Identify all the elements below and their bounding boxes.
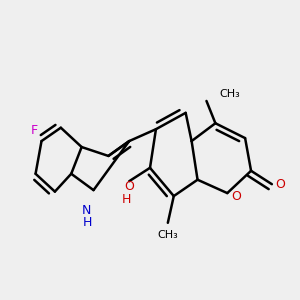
Text: O: O — [124, 180, 134, 193]
Text: O: O — [232, 190, 242, 202]
Text: F: F — [31, 124, 38, 136]
Text: H: H — [122, 193, 131, 206]
Text: N: N — [81, 203, 91, 217]
Text: O: O — [275, 178, 285, 191]
Text: CH₃: CH₃ — [158, 230, 178, 240]
Text: H: H — [83, 216, 92, 229]
Text: CH₃: CH₃ — [220, 88, 241, 98]
